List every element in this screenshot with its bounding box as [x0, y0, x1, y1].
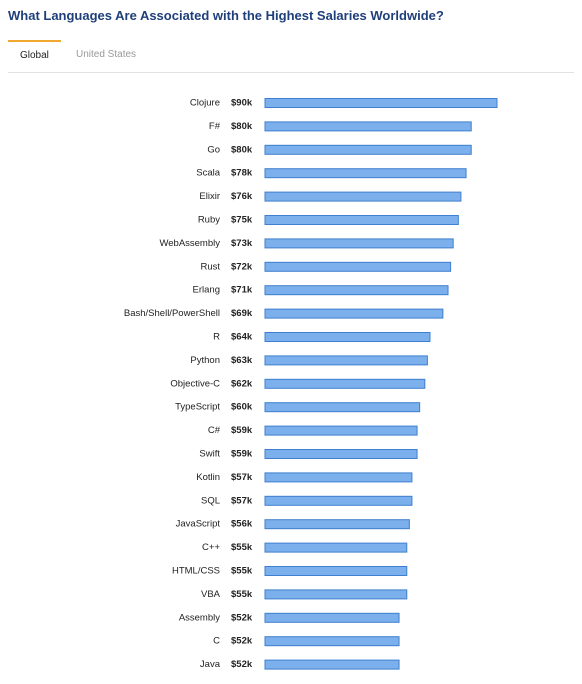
category-label: Objective-C [170, 378, 220, 389]
category-label: Ruby [198, 215, 220, 226]
bar [264, 285, 449, 296]
value-label: $73k [231, 238, 253, 249]
value-label: $55k [231, 542, 253, 553]
bar [264, 378, 426, 389]
value-label: $78k [231, 168, 253, 179]
bar [264, 566, 408, 576]
category-label: C# [208, 425, 221, 436]
category-label: Erlang [193, 285, 220, 296]
bar [264, 495, 413, 506]
chart-title: What Languages Are Associated with the H… [8, 8, 444, 23]
category-label: SQL [201, 495, 220, 506]
bar [264, 542, 408, 553]
tab[interactable]: Global [8, 40, 61, 72]
category-label: F# [209, 121, 221, 132]
bar [264, 636, 400, 647]
category-label: Bash/Shell/PowerShell [124, 308, 220, 319]
bar [264, 238, 454, 249]
chart: Clojure $90k F# $80k Go $80k Scala $78k Elixir $7… [124, 98, 498, 670]
category-label: Rust [200, 261, 220, 272]
bar [264, 98, 498, 108]
value-label: $80k [231, 121, 253, 132]
category-label: Java [200, 659, 221, 670]
value-label: $55k [231, 589, 253, 600]
bar [264, 168, 467, 179]
bar [264, 472, 413, 483]
bar [264, 308, 444, 319]
category-label: WebAssembly [159, 238, 220, 249]
bar [264, 355, 428, 366]
value-label: $55k [231, 566, 253, 577]
value-label: $56k [231, 519, 253, 530]
category-label: Elixir [199, 191, 220, 202]
value-label: $63k [231, 355, 253, 366]
value-label: $76k [231, 191, 253, 202]
category-label: R [213, 332, 220, 343]
bar [264, 425, 418, 436]
bar [264, 191, 462, 202]
bar [264, 519, 410, 530]
category-label: HTML/CSS [172, 566, 220, 577]
value-label: $80k [231, 144, 253, 155]
value-label: $52k [231, 636, 253, 647]
bar [264, 589, 408, 600]
category-label: C++ [202, 542, 220, 553]
category-label: Assembly [179, 612, 220, 623]
value-label: $59k [231, 425, 253, 436]
value-label: $59k [231, 449, 253, 460]
category-label: Clojure [190, 98, 220, 109]
value-label: $62k [231, 378, 253, 389]
value-label: $90k [231, 98, 253, 109]
value-label: $57k [231, 472, 253, 483]
bar [264, 121, 472, 132]
category-label: Python [190, 355, 220, 366]
category-label: Kotlin [196, 472, 220, 483]
bar [264, 659, 400, 670]
value-label: $52k [231, 612, 253, 623]
value-label: $75k [231, 215, 253, 226]
bar [264, 215, 459, 225]
value-label: $69k [231, 308, 253, 319]
value-label: $60k [231, 402, 253, 413]
bar [264, 402, 421, 413]
bar [264, 332, 431, 342]
bar [264, 449, 418, 459]
value-label: $57k [231, 495, 253, 506]
value-label: $71k [231, 285, 253, 296]
category-label: JavaScript [176, 519, 221, 530]
tab[interactable]: United States [76, 49, 137, 60]
category-label: Swift [199, 449, 220, 460]
bar [264, 261, 452, 272]
bar [264, 144, 472, 155]
value-label: $52k [231, 659, 253, 670]
value-label: $64k [231, 332, 253, 343]
bar [264, 612, 400, 623]
category-label: TypeScript [175, 402, 220, 413]
category-label: C [213, 636, 220, 647]
value-label: $72k [231, 261, 253, 272]
category-label: Scala [196, 168, 220, 179]
tab-bar: Global United States [8, 40, 574, 73]
category-label: VBA [201, 589, 221, 600]
category-label: Go [207, 144, 220, 155]
